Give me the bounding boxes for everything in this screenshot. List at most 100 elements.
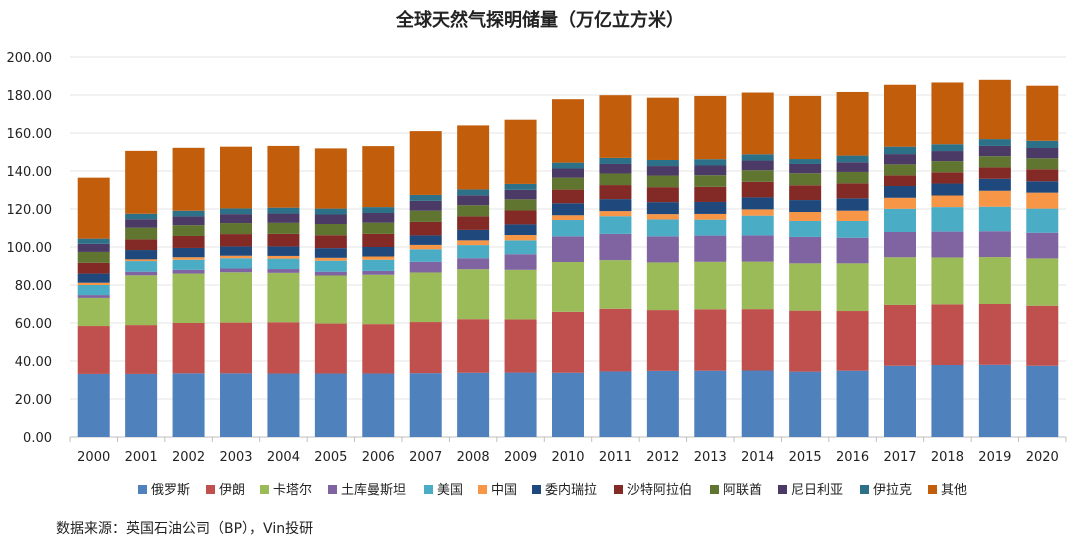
bar-segment-2011-5 — [599, 211, 632, 217]
bar-segment-2019-3 — [978, 231, 1011, 258]
bar-segment-2009-7 — [504, 210, 537, 225]
bar-segment-2010-6 — [552, 203, 584, 216]
bar-segment-2004-2 — [267, 272, 300, 323]
bar-segment-2011-6 — [599, 199, 632, 212]
legend-swatch-8 — [710, 485, 719, 494]
x-tick-label: 2011 — [599, 450, 632, 465]
bar-segment-2012-8 — [646, 175, 679, 188]
bar-segment-2001-11 — [125, 150, 158, 214]
bar-segment-2014-7 — [741, 181, 774, 198]
bar-segment-2007-3 — [409, 261, 442, 273]
bar-segment-2010-3 — [552, 236, 584, 263]
bar-segment-2005-2 — [314, 275, 347, 324]
bar-segment-2012-3 — [646, 236, 679, 263]
bar-segment-2015-4 — [789, 220, 822, 237]
bar-segment-2013-11 — [694, 95, 727, 160]
bar-segment-2004-8 — [267, 222, 300, 234]
bar-segment-2018-9 — [931, 151, 964, 162]
bar-segment-2009-11 — [504, 119, 537, 184]
bar-segment-2004-0 — [267, 373, 300, 437]
bar-segment-2015-0 — [789, 371, 822, 437]
bar-segment-2007-8 — [409, 210, 442, 222]
bar-segment-2010-1 — [552, 311, 584, 373]
bar-segment-2016-9 — [836, 162, 869, 172]
x-tick-label: 2010 — [551, 450, 584, 465]
bar-segment-2017-8 — [884, 164, 916, 176]
bar-segment-2012-9 — [646, 166, 679, 176]
bar-segment-2002-4 — [172, 259, 205, 270]
bar-segment-2020-0 — [1026, 365, 1059, 437]
bar-segment-2008-8 — [457, 205, 490, 217]
bar-segment-2015-2 — [789, 263, 822, 311]
bar-segment-2019-5 — [978, 190, 1011, 207]
bar-segment-2011-7 — [599, 185, 632, 200]
x-tick-label: 2016 — [836, 450, 869, 465]
bar-segment-2016-1 — [836, 311, 869, 371]
bar-segment-2008-11 — [457, 125, 490, 190]
bar-segment-2002-8 — [172, 225, 205, 236]
legend-swatch-5 — [478, 485, 487, 494]
bar-segment-2014-1 — [741, 309, 774, 371]
bar-segment-2001-3 — [125, 271, 158, 276]
bar-segment-2010-10 — [552, 162, 584, 169]
bar-segment-2008-0 — [457, 372, 490, 437]
bar-segment-2001-4 — [125, 261, 158, 272]
bar-segment-2005-0 — [314, 373, 347, 437]
bar-segment-2014-2 — [741, 261, 774, 310]
bar-segment-2016-4 — [836, 220, 869, 238]
bar-segment-2012-0 — [646, 370, 679, 437]
legend-label: 沙特阿拉伯 — [627, 483, 692, 498]
x-tick-label: 2015 — [789, 450, 822, 465]
bar-segment-2001-2 — [125, 275, 158, 326]
bar-segment-2000-8 — [77, 251, 110, 263]
bar-segment-2007-10 — [409, 194, 442, 201]
bar-segment-2000-6 — [77, 273, 110, 283]
bar-segment-2018-10 — [931, 144, 964, 152]
bar-segment-2013-0 — [694, 370, 727, 437]
bar-segment-2005-1 — [314, 323, 347, 374]
bar-segment-2017-2 — [884, 257, 916, 305]
legend-swatch-9 — [778, 485, 787, 494]
bar-segment-2010-5 — [552, 215, 584, 221]
bar-segment-2003-6 — [220, 246, 252, 256]
bar-segment-2014-4 — [741, 215, 774, 236]
bar-segment-2014-0 — [741, 370, 774, 437]
legend-swatch-1 — [206, 485, 215, 494]
x-tick-label: 2007 — [409, 450, 442, 465]
y-tick-label: 20.00 — [15, 393, 52, 408]
legend-label: 俄罗斯 — [151, 483, 190, 498]
legend-swatch-7 — [614, 485, 623, 494]
bar-segment-2019-1 — [978, 304, 1011, 365]
bar-segment-2020-9 — [1026, 148, 1059, 159]
bar-segment-2006-8 — [362, 222, 395, 234]
bar-segment-2011-11 — [599, 95, 632, 158]
bar-segment-2020-4 — [1026, 208, 1059, 233]
bar-segment-2006-11 — [362, 146, 395, 208]
bar-segment-2020-7 — [1026, 169, 1059, 182]
bar-segment-2007-7 — [409, 221, 442, 236]
legend-swatch-10 — [860, 485, 869, 494]
x-tick-label: 2019 — [978, 450, 1011, 465]
legend-label: 其他 — [941, 483, 967, 498]
bar-segment-2018-11 — [931, 82, 964, 145]
bar-segment-2019-4 — [978, 206, 1011, 232]
source-note: 数据来源：英国石油公司（BP），Vin投研 — [56, 521, 314, 537]
bar-segment-2004-5 — [267, 255, 300, 259]
bar-segment-2012-7 — [646, 187, 679, 203]
bar-segment-2007-0 — [409, 373, 442, 437]
bar-segment-2016-5 — [836, 210, 869, 221]
bar-segment-2005-6 — [314, 248, 347, 258]
bar-segment-2011-0 — [599, 371, 632, 437]
x-tick-label: 2017 — [883, 450, 916, 465]
bar-segment-2012-4 — [646, 219, 679, 237]
bar-segment-2020-6 — [1026, 181, 1059, 193]
x-tick-label: 2004 — [267, 450, 300, 465]
bar-segment-2009-9 — [504, 189, 537, 200]
bar-segment-2014-11 — [741, 92, 774, 155]
bar-segment-2019-11 — [978, 79, 1011, 140]
bar-segment-2014-5 — [741, 209, 774, 216]
bar-segment-2004-11 — [267, 145, 300, 208]
bar-segment-2010-0 — [552, 372, 584, 437]
bar-segment-2017-5 — [884, 197, 916, 209]
bar-segment-2009-3 — [504, 254, 537, 270]
